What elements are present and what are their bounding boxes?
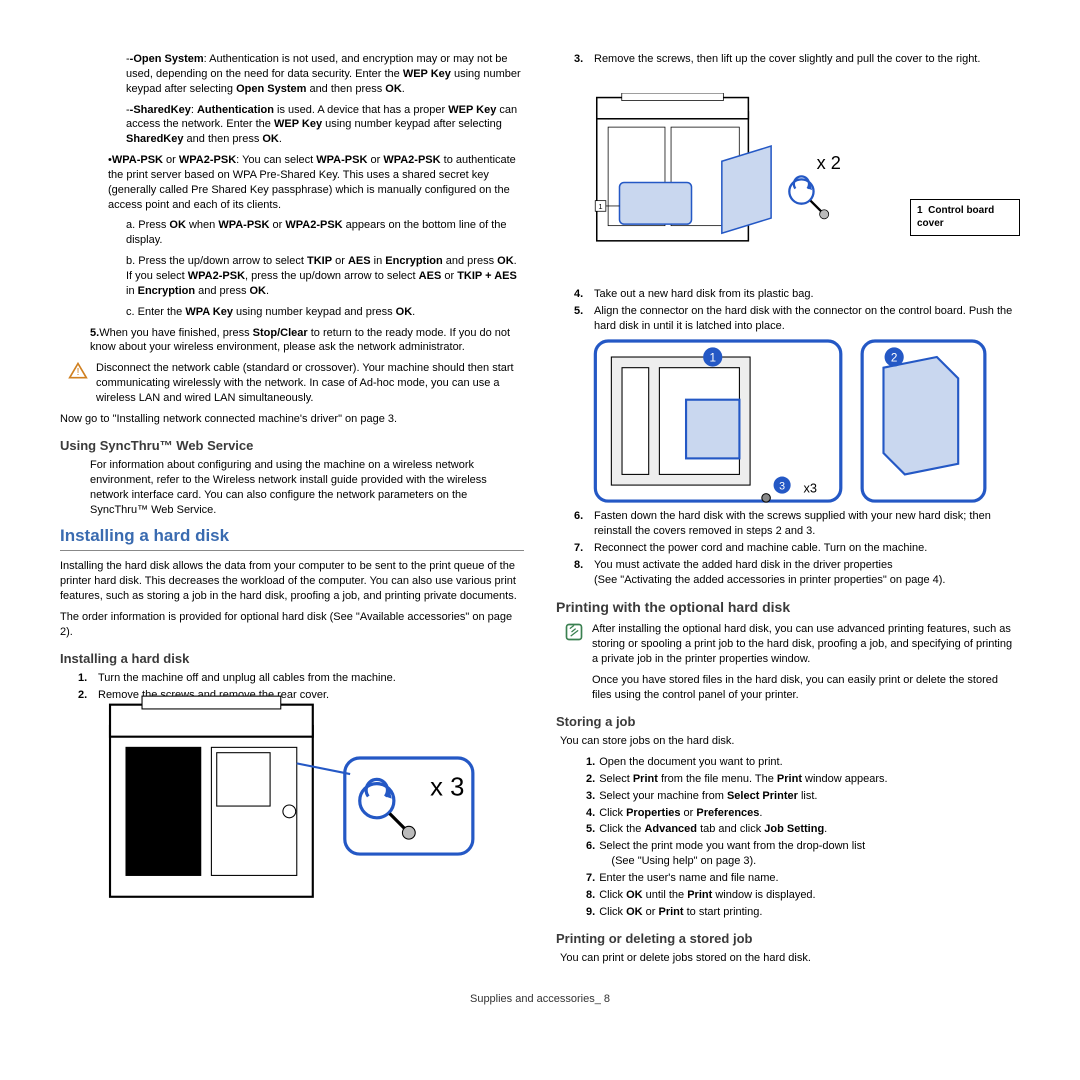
page-footer: Supplies and accessories_ 8 bbox=[60, 992, 1020, 1007]
svg-text:2: 2 bbox=[891, 352, 898, 365]
svg-text:x 3: x 3 bbox=[430, 773, 464, 801]
wpa-step-a: a. Press OK when WPA-PSK or WPA2-PSK app… bbox=[60, 218, 524, 248]
wpa-text: •WPA-PSK or WPA2-PSK: You can select WPA… bbox=[60, 153, 524, 212]
syncthru-heading: Using SyncThru™ Web Service bbox=[60, 437, 524, 455]
info-note: After installing the optional hard disk,… bbox=[556, 622, 1020, 702]
diagram-control-board: 1 x 2 bbox=[574, 77, 900, 277]
store-step-3: 3.Select your machine from Select Printe… bbox=[556, 789, 1020, 804]
legend-control-board: 1 Control board cover bbox=[910, 199, 1020, 236]
install-step-8: 8.You must activate the added hard disk … bbox=[556, 558, 1020, 588]
warning-icon: ! bbox=[68, 361, 88, 381]
diagram-rear-cover: x 3 bbox=[78, 711, 505, 901]
install-p2: The order information is provided for op… bbox=[60, 610, 524, 640]
wpa-step-b: b. Press the up/down arrow to select TKI… bbox=[60, 254, 524, 299]
wpa-step-c: c. Enter the WPA Key using number keypad… bbox=[60, 305, 524, 320]
storing-heading: Storing a job bbox=[556, 713, 1020, 731]
svg-text:3: 3 bbox=[779, 481, 785, 493]
diagram-hard-disk-insert: 1 2 3 x3 bbox=[574, 341, 1001, 501]
store-step-2: 2.Select Print from the file menu. The P… bbox=[556, 772, 1020, 787]
svg-text:1: 1 bbox=[598, 202, 602, 211]
store-step-1: 1.Open the document you want to print. bbox=[556, 755, 1020, 770]
store-step-9: 9.Click OK or Print to start printing. bbox=[556, 905, 1020, 920]
open-system-text: --Open System: Authentication is not use… bbox=[60, 52, 524, 97]
syncthru-text: For information about configuring and us… bbox=[60, 458, 524, 517]
store-step-6: 6.Select the print mode you want from th… bbox=[556, 839, 1020, 869]
info-icon bbox=[564, 622, 584, 642]
warning-note: ! Disconnect the network cable (standard… bbox=[60, 361, 524, 406]
deleting-text: You can print or delete jobs stored on t… bbox=[556, 951, 1020, 966]
install-step-7: 7.Reconnect the power cord and machine c… bbox=[556, 541, 1020, 556]
deleting-heading: Printing or deleting a stored job bbox=[556, 930, 1020, 948]
svg-text:x 2: x 2 bbox=[817, 153, 841, 173]
nowgo-text: Now go to "Installing network connected … bbox=[60, 412, 524, 427]
install-sub-heading: Installing a hard disk bbox=[60, 650, 524, 668]
shared-key-text: --SharedKey: Authentication is used. A d… bbox=[60, 103, 524, 148]
store-step-5: 5.Click the Advanced tab and click Job S… bbox=[556, 822, 1020, 837]
left-column: --Open System: Authentication is not use… bbox=[60, 50, 524, 972]
step5-text: 5.When you have finished, press Stop/Cle… bbox=[60, 326, 524, 356]
install-step-4: 4.Take out a new hard disk from its plas… bbox=[556, 287, 1020, 302]
install-p1: Installing the hard disk allows the data… bbox=[60, 559, 524, 604]
info-text-2: Once you have stored files in the hard d… bbox=[592, 673, 1020, 703]
svg-text:!: ! bbox=[77, 367, 80, 378]
svg-text:1: 1 bbox=[709, 352, 716, 365]
printing-heading: Printing with the optional hard disk bbox=[556, 598, 1020, 617]
svg-text:x3: x3 bbox=[803, 481, 817, 496]
store-step-4: 4.Click Properties or Preferences. bbox=[556, 806, 1020, 821]
storing-text: You can store jobs on the hard disk. bbox=[556, 734, 1020, 749]
install-step-1: 1.Turn the machine off and unplug all ca… bbox=[60, 671, 524, 686]
info-text-1: After installing the optional hard disk,… bbox=[592, 622, 1020, 667]
warning-text: Disconnect the network cable (standard o… bbox=[96, 361, 524, 406]
store-step-7: 7.Enter the user's name and file name. bbox=[556, 871, 1020, 886]
right-column: 3.Remove the screws, then lift up the co… bbox=[556, 50, 1020, 972]
store-step-8: 8.Click OK until the Print window is dis… bbox=[556, 888, 1020, 903]
install-heading: Installing a hard disk bbox=[60, 525, 524, 551]
install-step-3: 3.Remove the screws, then lift up the co… bbox=[556, 52, 1020, 67]
